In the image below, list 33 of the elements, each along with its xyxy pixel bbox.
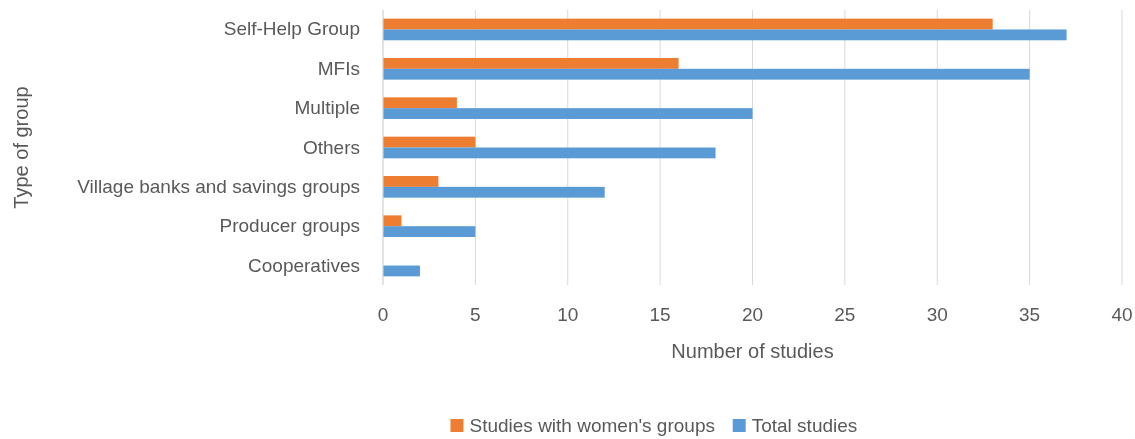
bar (383, 58, 679, 69)
x-tick-label: 5 (470, 304, 481, 325)
legend-label: Total studies (751, 415, 858, 436)
bar (383, 265, 420, 277)
bar (383, 136, 476, 148)
y-axis-title: Type of group (10, 86, 32, 209)
legend-label: Studies with women's groups (469, 415, 715, 436)
x-tick-label: 0 (377, 304, 389, 325)
x-axis-title: Number of studies (671, 340, 834, 362)
bar (383, 226, 476, 237)
y-tick-label: MFIs (317, 57, 360, 79)
x-tick-label: 10 (557, 304, 579, 325)
x-tick-label: 30 (926, 304, 948, 325)
bar (383, 29, 1067, 41)
y-tick-label: Producer groups (219, 215, 360, 237)
y-tick-label: Multiple (294, 97, 360, 119)
bar (383, 18, 993, 30)
x-tick-label: 20 (741, 304, 764, 325)
bar (383, 68, 1030, 80)
y-tick-label: Village banks and savings groups (77, 175, 360, 197)
x-tick-label: 25 (834, 304, 856, 325)
x-tick-label: 40 (1111, 304, 1133, 325)
y-tick-label: Others (302, 136, 360, 158)
bar (383, 215, 402, 227)
bar (383, 176, 439, 187)
bar (383, 108, 753, 119)
y-tick-label: Self-Help Group (223, 18, 360, 40)
x-tick-label: 35 (1019, 304, 1041, 325)
y-tick-label: Cooperatives (248, 254, 360, 276)
bar (383, 147, 716, 159)
bar (383, 97, 457, 109)
x-tick-label: 15 (649, 304, 671, 325)
bar (383, 186, 605, 198)
